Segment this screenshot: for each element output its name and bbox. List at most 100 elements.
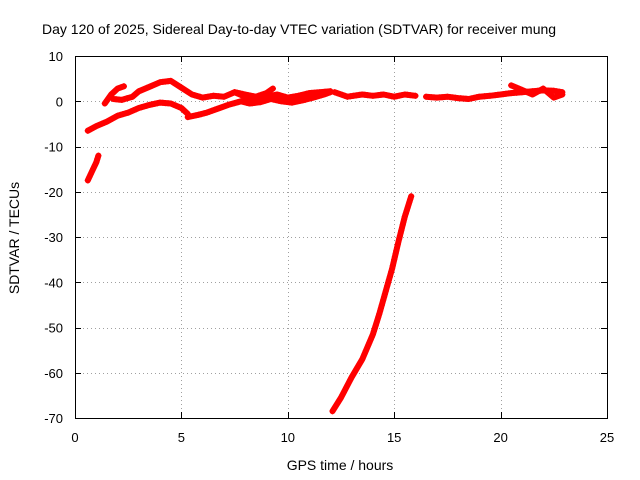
data-point: [360, 353, 367, 360]
data-point: [219, 104, 226, 110]
data-point: [117, 111, 124, 118]
x-tick-label: 15: [387, 430, 401, 445]
data-point: [376, 310, 383, 317]
data-point: [362, 347, 369, 354]
data-point: [556, 92, 563, 99]
data-point: [366, 339, 373, 346]
data-point: [401, 216, 408, 223]
data-point: [524, 89, 531, 96]
data-point: [391, 253, 398, 260]
data-point: [135, 105, 142, 111]
x-tick-label: 5: [178, 430, 185, 445]
data-points: [84, 77, 566, 415]
data-point: [407, 196, 414, 203]
data-point: [191, 92, 198, 99]
y-tick-label: -70: [44, 411, 63, 426]
series-trace: [329, 193, 415, 415]
data-point: [236, 91, 243, 98]
data-point: [367, 336, 374, 343]
data-point: [381, 291, 388, 298]
data-point: [390, 259, 397, 266]
y-tick-label: -50: [44, 321, 63, 336]
data-point: [223, 92, 230, 99]
data-point: [387, 271, 394, 278]
data-point: [359, 356, 366, 363]
data-point: [389, 265, 396, 272]
data-point: [197, 93, 203, 100]
data-point: [234, 99, 241, 106]
data-point: [386, 274, 393, 281]
data-point: [243, 99, 250, 106]
data-point: [396, 233, 403, 239]
data-series: [331, 89, 419, 100]
data-point: [384, 282, 391, 289]
data-point: [399, 224, 405, 231]
data-point: [408, 193, 415, 200]
data-point: [382, 288, 389, 295]
data-point: [135, 88, 142, 95]
data-point: [95, 152, 102, 159]
data-point: [399, 221, 406, 228]
data-point: [231, 100, 238, 107]
y-tick-label: 0: [56, 94, 63, 109]
data-point: [198, 111, 205, 118]
data-series: [84, 152, 102, 184]
data-point: [378, 302, 385, 309]
data-point: [394, 244, 400, 251]
data-point: [388, 268, 395, 275]
data-point: [170, 101, 177, 108]
data-point: [380, 296, 387, 303]
data-point: [377, 308, 384, 315]
data-point: [126, 94, 133, 101]
x-tick-label: 10: [281, 430, 295, 445]
data-series: [231, 88, 334, 102]
data-series: [508, 82, 566, 101]
data-point: [385, 279, 392, 286]
x-tick-label: 0: [71, 430, 78, 445]
y-tick-label: -40: [44, 275, 63, 290]
data-point: [282, 93, 289, 100]
data-point: [369, 331, 376, 338]
data-point: [365, 342, 372, 349]
y-axis-label: SDTVAR / TECUs: [6, 182, 22, 294]
data-point: [391, 256, 398, 263]
y-tick-label: -60: [44, 366, 63, 381]
data-point: [143, 84, 150, 91]
data-point: [394, 241, 401, 248]
data-point: [95, 122, 102, 128]
data-point: [521, 88, 528, 95]
data-point: [276, 92, 283, 99]
data-point: [377, 305, 384, 312]
data-point: [295, 92, 302, 99]
data-point: [138, 104, 145, 111]
data-point: [412, 92, 419, 99]
data-point: [138, 87, 145, 94]
data-point: [238, 98, 244, 105]
data-point: [373, 319, 380, 326]
data-point: [404, 204, 411, 211]
chart-title: Day 120 of 2025, Sidereal Day-to-day VTE…: [42, 21, 556, 37]
data-point: [175, 103, 182, 110]
data-point: [392, 250, 399, 257]
data-point: [374, 316, 381, 323]
y-tick-label: -20: [44, 185, 63, 200]
data-point: [120, 83, 127, 90]
data-point: [117, 84, 124, 91]
data-point: [91, 162, 98, 169]
data-point: [228, 101, 235, 107]
data-point: [381, 294, 388, 300]
data-point: [93, 159, 100, 166]
data-point: [225, 101, 232, 108]
data-point: [513, 84, 520, 91]
data-point: [216, 105, 223, 111]
data-point: [269, 85, 276, 92]
data-point: [379, 299, 386, 306]
data-point: [242, 93, 249, 100]
data-point: [405, 202, 412, 208]
data-point: [553, 93, 560, 100]
data-point: [118, 96, 125, 103]
data-point: [385, 277, 392, 283]
x-tick-label: 25: [600, 430, 614, 445]
data-point: [398, 227, 405, 234]
data-point: [375, 313, 382, 320]
